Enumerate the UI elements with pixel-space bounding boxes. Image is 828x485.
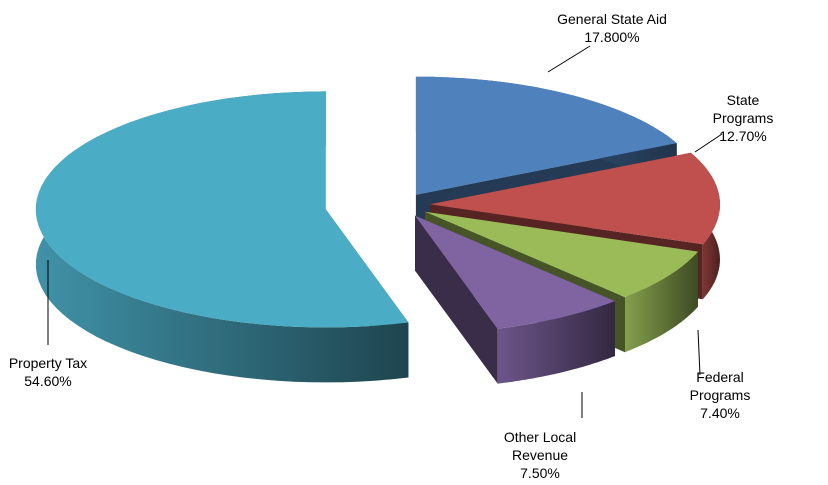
slice-value: 17.800% bbox=[584, 29, 640, 45]
slice-label: Property Tax 54.60% bbox=[9, 354, 87, 390]
slice-name: General State Aid bbox=[557, 11, 667, 27]
leader-line bbox=[697, 329, 701, 376]
slice-name: Other Local Revenue bbox=[503, 429, 577, 463]
slice-side-wall bbox=[415, 215, 498, 384]
slice-value: 7.40% bbox=[700, 405, 740, 421]
slice-value: 12.70% bbox=[719, 128, 767, 144]
slice-label: Other Local Revenue 7.50% bbox=[495, 428, 585, 482]
slice-outer-wall bbox=[625, 251, 698, 353]
slice-value: 54.60% bbox=[24, 373, 72, 389]
slice-label: Federal Programs 7.40% bbox=[666, 368, 774, 422]
slice-label: General State Aid 17.800% bbox=[557, 10, 667, 46]
slice-top bbox=[430, 152, 720, 245]
slice-top bbox=[35, 91, 409, 328]
slice-top bbox=[415, 76, 677, 195]
slice-value: 7.50% bbox=[520, 465, 560, 481]
slice-top bbox=[415, 215, 615, 329]
leader-line bbox=[547, 45, 591, 73]
slice-name: Property Tax bbox=[8, 355, 88, 371]
leader-line bbox=[694, 133, 723, 153]
slice-name: Federal Programs bbox=[689, 369, 751, 403]
slice-label: State Programs 12.70% bbox=[701, 91, 786, 145]
slice-name: State Programs bbox=[712, 92, 774, 126]
slice-outer-wall bbox=[497, 301, 615, 384]
slice-top bbox=[425, 211, 698, 298]
